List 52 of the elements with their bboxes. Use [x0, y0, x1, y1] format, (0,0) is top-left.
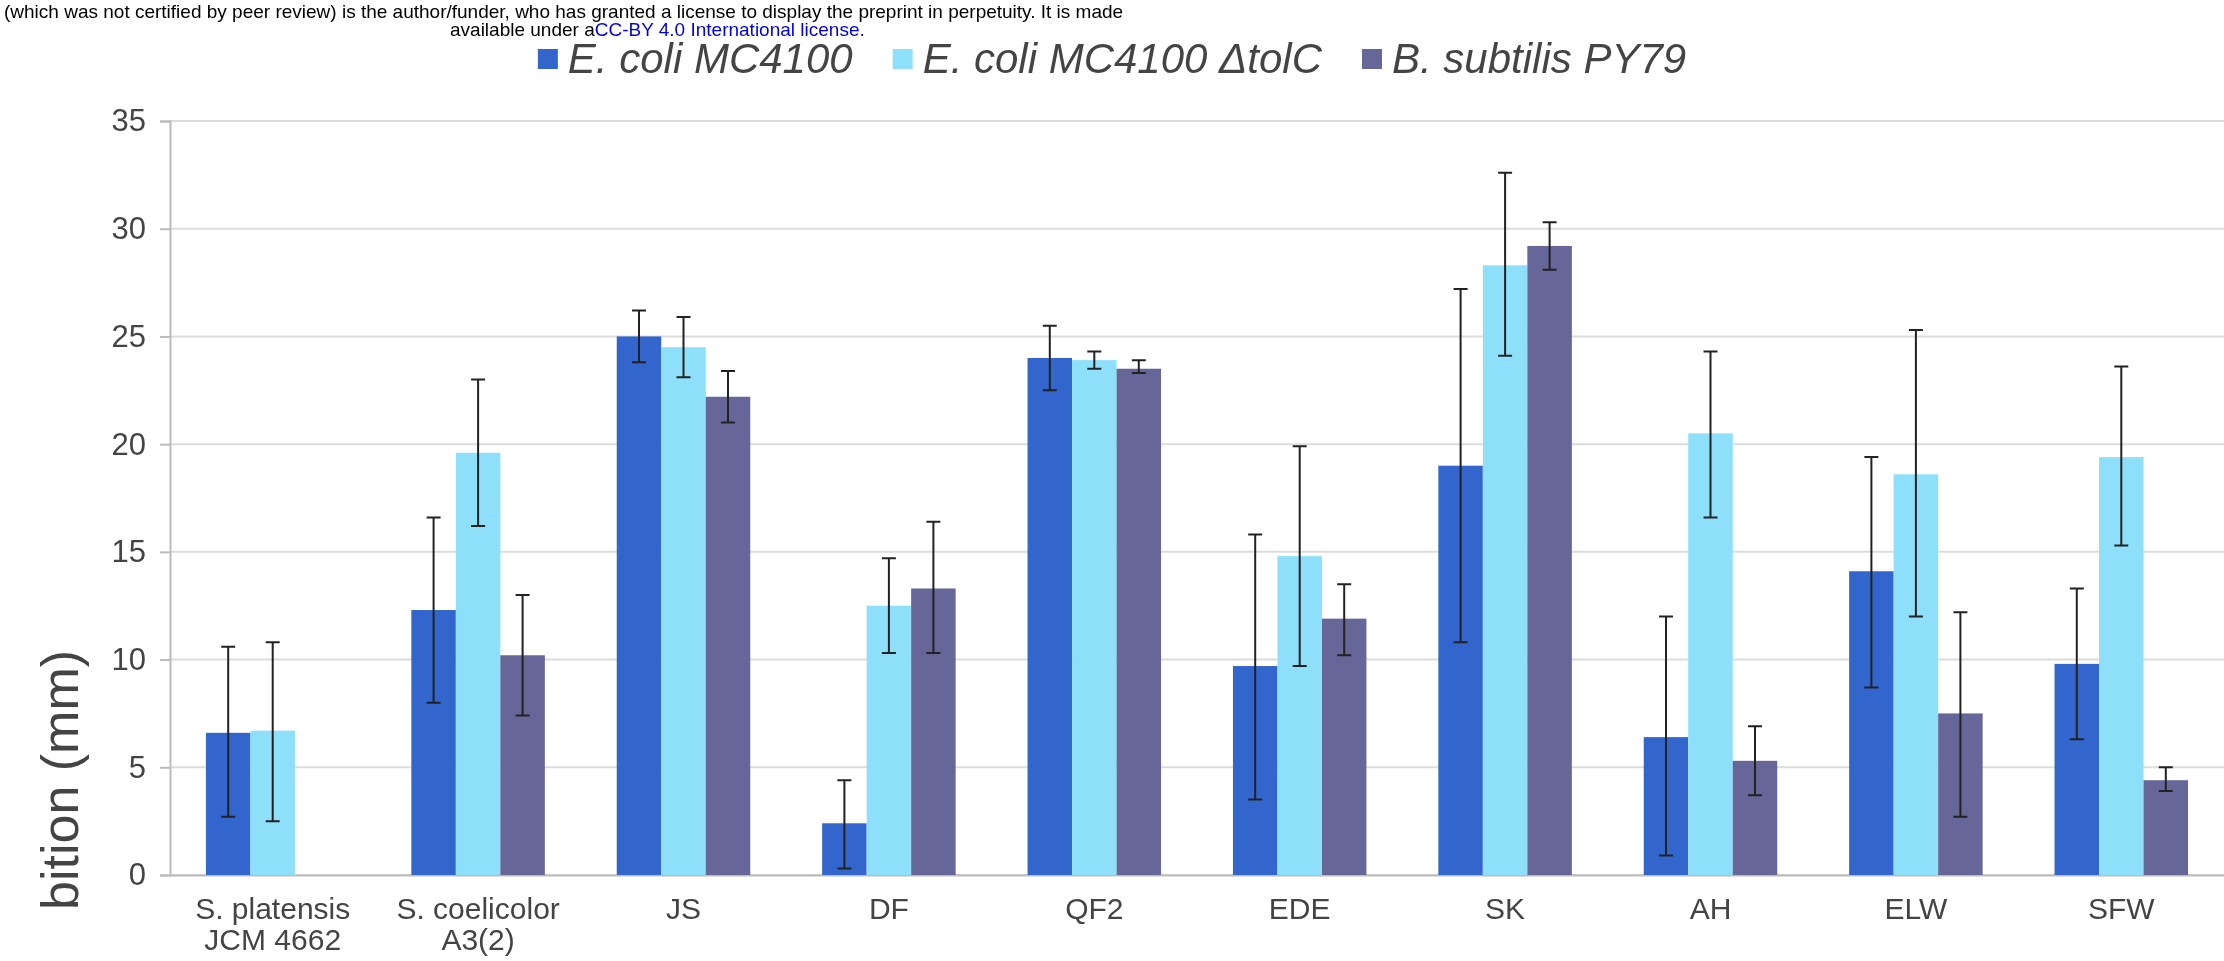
bar — [1438, 465, 1483, 875]
bar — [1277, 556, 1322, 875]
y-tick-label: 0 — [128, 857, 146, 893]
x-tick-label: SK — [1485, 892, 1526, 925]
bar — [705, 396, 751, 875]
legend-label: B. subtilis PY79 — [1391, 35, 1687, 82]
bar — [411, 610, 456, 875]
y-axis-title: bition (mm) — [31, 649, 89, 911]
y-tick-label: 5 — [128, 749, 146, 785]
bar — [1482, 265, 1528, 875]
bar — [2099, 457, 2144, 875]
x-tick-label: S. coelicolor A3(2) — [396, 892, 560, 956]
bar — [1027, 357, 1073, 875]
bar — [455, 452, 501, 875]
text: (which was not certified by peer review) is the author/funder, who has granted a license to display the preprint in perpetuity. It is made — [4, 1, 1124, 22]
bar — [1938, 713, 1983, 875]
x-tick-label: AH — [1689, 892, 1732, 925]
y-tick-label: 10 — [111, 641, 146, 677]
bar — [1732, 760, 1778, 875]
bar — [1527, 245, 1572, 875]
y-tick-label: 20 — [111, 426, 146, 462]
x-tick-label: QF2 — [1065, 892, 1124, 925]
bar — [822, 823, 867, 875]
x-tick-label: S. platensis JCM 4662 — [195, 892, 351, 956]
legend-label: E. coli MC4100 — [567, 35, 854, 82]
y-tick-label: 25 — [111, 318, 146, 354]
bar — [1232, 666, 1278, 875]
legend-label: E. coli MC4100 ΔtolC — [922, 35, 1323, 82]
bar — [1321, 618, 1367, 875]
x-tick-label: ELW — [1884, 892, 1948, 925]
bar — [1893, 474, 1939, 875]
bar — [2054, 663, 2100, 875]
x-tick-label: SFW — [2087, 892, 2156, 925]
bar — [616, 336, 662, 875]
y-tick-label: 35 — [111, 103, 146, 139]
bar — [1688, 433, 1733, 875]
x-tick-label: DF — [868, 892, 909, 925]
x-tick-label: JS — [665, 892, 702, 925]
bar — [1643, 737, 1689, 875]
bar — [500, 655, 545, 875]
bar — [1116, 368, 1162, 875]
bar — [2143, 780, 2189, 875]
bar — [866, 605, 912, 875]
y-tick-label: 15 — [111, 534, 146, 570]
bar — [250, 730, 295, 875]
bar — [911, 588, 956, 875]
bar — [661, 347, 706, 875]
x-tick-label: EDE — [1268, 892, 1331, 925]
y-tick-label: 30 — [111, 211, 146, 247]
bar — [205, 732, 251, 875]
bar — [1072, 360, 1117, 875]
bar — [1849, 571, 1894, 875]
